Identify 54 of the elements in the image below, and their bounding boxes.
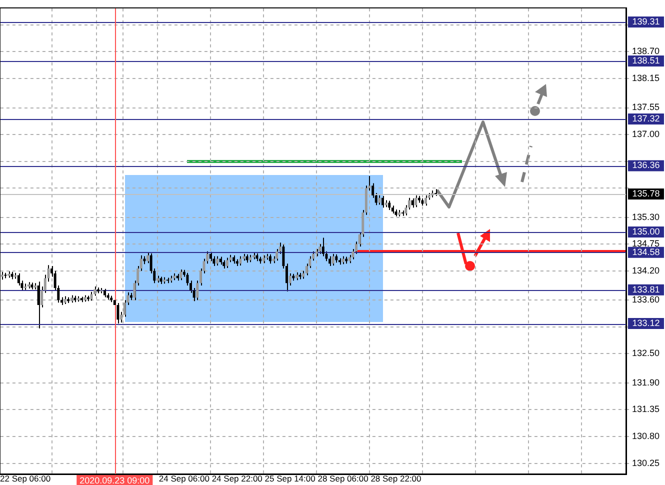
x-tick-label: 22 Sep 06:00 — [0, 473, 51, 484]
candlestick — [94, 286, 96, 296]
candlestick — [226, 257, 228, 268]
y-tick-label: 130.25 — [632, 458, 660, 468]
candlestick — [388, 200, 391, 211]
y-tick-label: 137.55 — [632, 102, 660, 112]
x-tick-label: 24 Sep 06:00 — [158, 473, 210, 484]
ref-line-label: 139.31 — [632, 16, 660, 27]
candlestick — [318, 244, 322, 254]
y-tick-label: 133.60 — [632, 294, 660, 305]
x-tick-label: 24 Sep 22:00 — [212, 473, 263, 484]
y-tick-label: 138.15 — [632, 73, 660, 84]
x-tick-label: 28 Sep 06:00 — [318, 473, 369, 484]
candlestick — [17, 272, 20, 286]
candlestick — [212, 256, 216, 267]
candlestick — [411, 198, 414, 208]
y-tick-label: 132.50 — [632, 348, 660, 358]
candlestick — [328, 256, 332, 267]
candlestick — [424, 194, 428, 206]
candlestick — [209, 251, 212, 262]
candlestick — [186, 272, 189, 286]
ref-line-label: 135.00 — [632, 226, 660, 236]
ref-line-label: 137.32 — [632, 113, 660, 124]
candlestick — [180, 268, 182, 281]
candlestick — [116, 302, 120, 324]
candlestick — [404, 204, 408, 216]
y-tick-label: 131.35 — [632, 404, 660, 414]
y-tick-label: 131.90 — [632, 377, 660, 388]
candlestick — [216, 256, 218, 266]
candlestick — [276, 248, 278, 262]
candlestick — [268, 254, 272, 264]
ref-line-label: 136.36 — [632, 160, 660, 170]
candlestick — [352, 248, 354, 260]
ref-line-label: 135.78 — [632, 188, 660, 198]
y-tick-label: 137.00 — [632, 129, 660, 140]
y-tick-label: 135.30 — [632, 212, 660, 222]
x-tick-label: 28 Sep 22:00 — [370, 473, 422, 484]
y-tick-label: 130.80 — [632, 430, 660, 441]
candlestick — [37, 281, 40, 329]
x-tick-label: 25 Sep 14:00 — [264, 473, 316, 484]
ref-line-label: 138.51 — [632, 55, 660, 66]
candlestick — [322, 237, 324, 257]
candlestick — [414, 194, 418, 208]
y-tick-label: 134.75 — [632, 238, 660, 249]
y-tick-label: 134.20 — [632, 265, 660, 276]
candlestick — [381, 195, 384, 208]
ref-line-label: 133.81 — [632, 284, 660, 294]
y-tick-label: 138.70 — [632, 46, 660, 56]
candlestick — [378, 194, 381, 206]
ref-line-label: 134.58 — [632, 246, 660, 257]
x-tick-label: 2020.09.23 09:00 — [80, 475, 150, 485]
candlestick — [239, 256, 242, 266]
ref-line-label: 133.12 — [632, 318, 660, 328]
candlestick — [332, 253, 334, 266]
